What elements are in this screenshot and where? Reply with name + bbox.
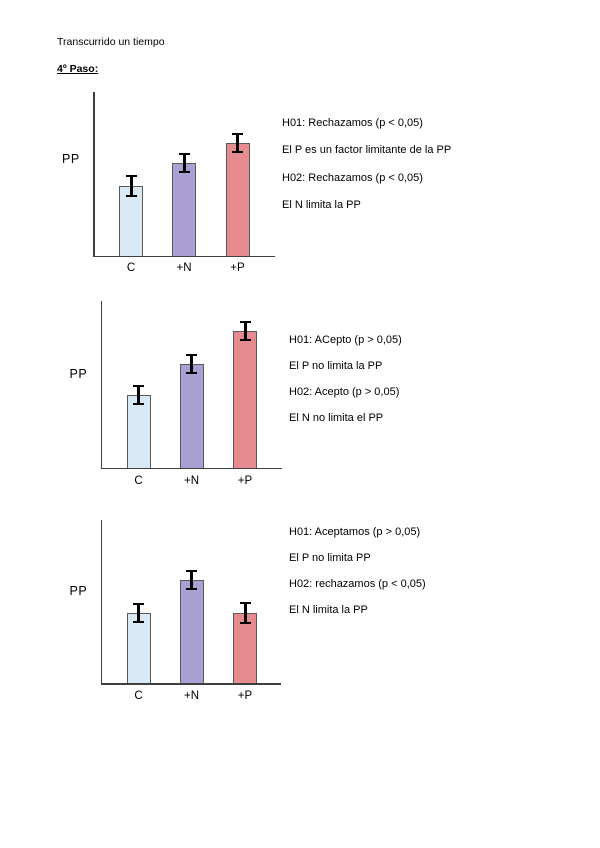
annotation-h02: H02: Acepto (p > 0,05)	[289, 385, 400, 398]
bar-c	[126, 613, 151, 683]
error-bar-c	[133, 603, 144, 623]
x-axis-line	[93, 255, 275, 258]
error-bar-stem	[137, 386, 140, 403]
x-tick-plus-n: +N	[183, 690, 200, 702]
bar-plus-p	[225, 142, 250, 256]
error-bar-stem	[190, 355, 193, 372]
error-bar-plus-p	[239, 320, 251, 341]
annotation-h01-conclusion: El P no limita PP	[289, 552, 371, 564]
annotation-h02-conclusion: El N no limita el PP	[289, 411, 384, 424]
plot-area: PP C +N +P	[62, 92, 275, 274]
annotation-h02-conclusion: El N limita la PP	[289, 604, 368, 616]
error-bar-c	[133, 384, 144, 405]
x-axis-line	[100, 683, 281, 685]
bar-plus-n	[179, 580, 204, 683]
y-axis-line	[93, 92, 95, 256]
annotation-h02-conclusion: El N limita la PP	[282, 199, 361, 212]
x-tick-plus-n: +N	[176, 262, 192, 274]
y-axis-line	[100, 520, 103, 683]
bar-plus-n	[179, 363, 204, 468]
annotation-h01-conclusion: El P no limita la PP	[289, 359, 383, 372]
y-axis-label: PP	[69, 367, 88, 381]
page-subtitle: Transcurrido un tiempo	[57, 36, 165, 48]
plot-area: PP C +N +P	[70, 520, 281, 702]
bar-plus-p	[233, 330, 257, 468]
error-bar-stem	[243, 322, 247, 339]
annotation-h02: H02: Rechazamos (p < 0,05)	[282, 171, 423, 184]
x-tick-c: C	[134, 475, 143, 487]
error-bar-stem	[190, 572, 193, 588]
x-axis-line	[100, 467, 282, 470]
x-tick-c: C	[126, 262, 136, 274]
bar-plus-n	[172, 162, 196, 256]
error-bar-stem	[129, 176, 133, 195]
y-axis-label: PP	[62, 152, 80, 166]
error-bar-stem	[137, 605, 140, 621]
error-bar-plus-p	[239, 602, 251, 624]
y-axis-label: PP	[69, 584, 88, 598]
x-tick-plus-n: +N	[183, 475, 200, 487]
bar-c	[119, 185, 143, 256]
x-tick-c: C	[134, 690, 143, 702]
annotation-h01: H01: Aceptamos (p > 0,05)	[289, 526, 421, 538]
error-bar-stem	[236, 134, 239, 151]
x-tick-plus-p: +P	[230, 262, 245, 274]
bar-plus-p	[233, 613, 257, 683]
error-bar-c	[125, 174, 137, 197]
annotation-h02: H02: rechazamos (p < 0,05)	[289, 578, 426, 590]
annotation-h01-conclusion: El P es un factor limitante de la PP	[282, 144, 452, 157]
annotation-h01: H01: ACepto (p > 0,05)	[289, 334, 402, 346]
error-bar-stem	[182, 154, 186, 171]
error-bar-plus-n	[186, 570, 197, 590]
chart-3-annotations: H01: Aceptamos (p > 0,05) El P no limita…	[289, 519, 426, 623]
chart-1-annotations: H01: Rechazamos (p < 0,05) El P es un fa…	[282, 110, 451, 220]
annotation-h01: H01: Rechazamos (p < 0,05)	[282, 117, 423, 129]
bar-c	[126, 394, 151, 468]
chart-2-annotations: H01: ACepto (p > 0,05) El P no limita la…	[289, 328, 402, 432]
plot-area: PP C +N +P	[70, 301, 282, 487]
error-bar-plus-n	[178, 152, 190, 173]
x-tick-plus-p: +P	[237, 690, 253, 702]
x-tick-plus-p: +P	[237, 475, 253, 487]
y-axis-line	[100, 301, 103, 468]
error-bar-plus-n	[186, 353, 197, 374]
error-bar-plus-p	[232, 132, 243, 153]
error-bar-stem	[243, 604, 247, 622]
step-heading: 4º Paso:	[57, 63, 99, 75]
